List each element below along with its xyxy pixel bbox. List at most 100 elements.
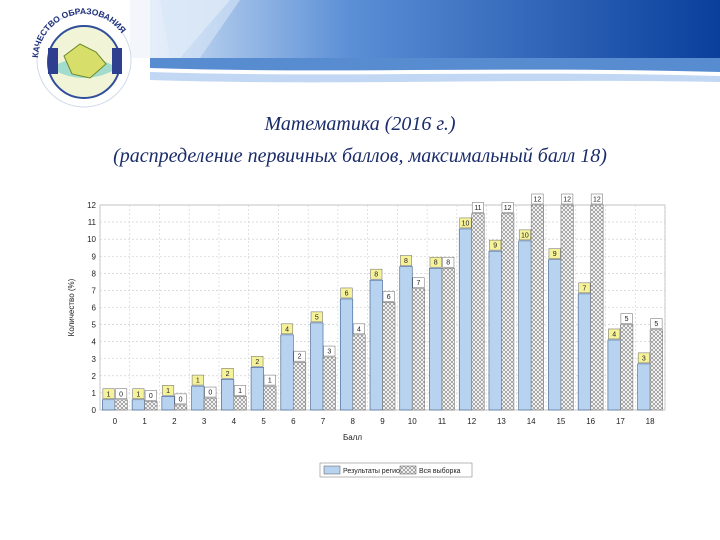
bar-sample (649, 329, 663, 411)
sample-value-label: 3 (327, 349, 331, 356)
sample-value-label: 12 (593, 197, 601, 204)
bar-region (518, 240, 532, 411)
bar-region (429, 267, 443, 411)
sample-value-label: 5 (654, 321, 658, 328)
region-label-box (370, 268, 383, 280)
sample-value-label: 0 (208, 390, 212, 397)
x-tick-label: 6 (291, 417, 296, 426)
region-value-label: 3 (642, 355, 646, 362)
bar-region (161, 396, 175, 411)
bar-region (637, 363, 651, 411)
region-label-box (459, 217, 472, 229)
legend-entry: Результаты региона (343, 468, 408, 475)
bar-sample (203, 397, 217, 411)
region-value-label: 1 (136, 391, 140, 398)
x-tick-label: 15 (556, 417, 565, 426)
sample-label-box (323, 345, 336, 357)
y-tick-label: 1 (92, 389, 97, 398)
bar-sample (560, 204, 574, 411)
bar-sample (530, 204, 544, 411)
sample-value-label: 6 (387, 294, 391, 301)
y-tick-label: 5 (92, 321, 97, 330)
bar-sample (174, 404, 188, 411)
sample-label-box (174, 393, 187, 405)
sample-label-box (590, 193, 603, 205)
bar-sample (263, 385, 277, 411)
region-value-label: 1 (166, 388, 170, 395)
region-value-label: 9 (493, 243, 497, 250)
y-tick-label: 3 (92, 355, 97, 364)
x-tick-label: 0 (113, 417, 118, 426)
legend-box (319, 462, 473, 478)
x-tick-label: 8 (351, 417, 356, 426)
x-tick-label: 5 (261, 417, 266, 426)
y-tick-label: 10 (87, 235, 96, 244)
region-value-label: 1 (107, 391, 111, 398)
bar-region (191, 385, 205, 411)
y-tick-label: 12 (87, 201, 96, 210)
bar-region (339, 298, 354, 411)
region-label-box (637, 352, 650, 364)
y-tick-label: 2 (92, 372, 97, 381)
y-tick-label: 11 (88, 218, 97, 227)
x-tick-label: 14 (527, 417, 536, 426)
bar-sample (114, 399, 128, 411)
y-tick-label: 6 (92, 304, 97, 313)
x-tick-label: 11 (438, 417, 447, 426)
sample-value-label: 0 (149, 393, 153, 400)
x-tick-label: 2 (172, 417, 177, 426)
sample-value-label: 8 (446, 260, 450, 267)
bar-region (458, 228, 473, 411)
sample-label-box (620, 313, 633, 324)
region-label-box (489, 239, 502, 251)
chart: 1 0 1 0 1 0 1 0 2 1 2 1 4 2 5 3 6 4 8 6 8 7 8 8 10 11 9 12 10 12 9 12 7 1… (60, 190, 680, 490)
region-value-label: 5 (315, 314, 319, 321)
sample-value-label: 2 (298, 354, 302, 361)
sample-value-label: 12 (534, 197, 542, 204)
sample-value-label: 7 (417, 280, 421, 287)
region-label-box (102, 388, 115, 399)
sample-label-box (382, 291, 395, 302)
sample-label-box (293, 350, 306, 362)
sample-label-box (204, 386, 217, 398)
region-label-box (191, 374, 204, 386)
region-value-label: 7 (582, 285, 586, 292)
sample-label-box (561, 193, 574, 205)
bar-region (399, 266, 413, 411)
bar-sample (352, 334, 366, 411)
x-tick-label: 9 (380, 417, 385, 426)
sample-value-label: 0 (179, 396, 183, 403)
sample-label-box (353, 323, 366, 335)
x-tick-label: 10 (408, 417, 417, 426)
region-label-box (578, 282, 591, 294)
bar-sample (590, 204, 604, 411)
region-label-box (399, 255, 412, 266)
region-label-box (221, 368, 234, 379)
x-tick-label: 7 (321, 417, 326, 426)
region-value-label: 4 (285, 326, 289, 333)
bar-sample (233, 396, 247, 411)
bar-sample (292, 361, 307, 411)
bar-region (488, 250, 502, 411)
region-value-label: 4 (612, 331, 616, 338)
sample-value-label: 0 (119, 391, 123, 398)
region-label-box (429, 256, 442, 268)
sample-value-label: 1 (238, 388, 242, 395)
x-tick-label: 17 (616, 417, 625, 426)
bar-sample (471, 213, 485, 411)
region-value-label: 1 (196, 378, 200, 385)
sample-label-box (144, 390, 157, 401)
sample-label-box (412, 277, 425, 288)
title-line-1: Математика (2016 г.) (264, 113, 456, 135)
region-label-box (310, 311, 323, 323)
bar-region (310, 322, 324, 411)
region-value-label: 10 (462, 220, 470, 227)
region-label-box (340, 287, 353, 299)
sample-label-box (442, 256, 455, 268)
title-line-2: (распределение первичных баллов, максима… (113, 145, 607, 167)
sample-value-label: 1 (268, 378, 272, 385)
legend-swatch (399, 465, 417, 475)
x-tick-label: 16 (586, 417, 595, 426)
y-tick-label: 4 (92, 338, 97, 347)
bar-sample (411, 288, 426, 411)
